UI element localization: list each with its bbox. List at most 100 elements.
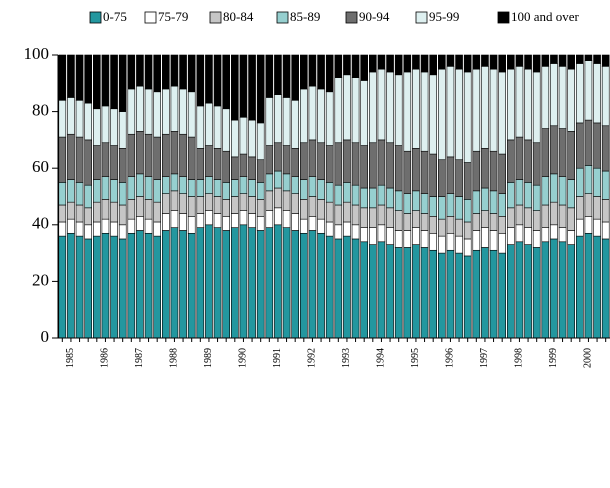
bar-segment xyxy=(67,201,75,220)
bar-segment xyxy=(213,179,222,197)
bar-segment xyxy=(420,213,429,231)
bar-segment xyxy=(110,201,118,223)
bar-segment xyxy=(256,199,265,217)
bar-segment xyxy=(144,199,153,220)
bar-segment xyxy=(118,238,127,339)
bar-segment xyxy=(429,196,437,217)
bar-segment xyxy=(101,54,110,107)
bar-segment xyxy=(153,54,162,93)
bar-segment xyxy=(437,54,446,70)
bar-segment xyxy=(75,221,84,237)
legend-swatch xyxy=(89,11,102,24)
x-tick-label: 1997 xyxy=(479,348,490,368)
bar-segment xyxy=(601,170,610,200)
bar-segment xyxy=(308,230,317,339)
bar-segment xyxy=(317,142,325,180)
bar-segment xyxy=(412,68,420,149)
bar-segment xyxy=(593,235,601,339)
bar-segment xyxy=(213,227,222,339)
bar-segment xyxy=(118,204,127,226)
bar-segment xyxy=(489,230,498,251)
bar-segment xyxy=(179,213,187,231)
bar-segment xyxy=(187,136,196,180)
bar-segment xyxy=(532,184,541,211)
bar-segment xyxy=(541,66,550,129)
bar-segment xyxy=(291,230,299,339)
bar-segment xyxy=(472,54,481,70)
bar-segment xyxy=(343,201,351,223)
bar-segment xyxy=(446,232,455,251)
bar-segment xyxy=(420,230,429,248)
bar-segment xyxy=(75,182,84,206)
bar-segment xyxy=(170,190,179,211)
legend-label: 80-84 xyxy=(223,9,254,24)
bar-segment xyxy=(368,207,377,228)
bar-segment xyxy=(282,227,291,339)
bar-segment xyxy=(472,190,481,214)
bar-segment xyxy=(506,68,515,141)
bar-segment xyxy=(144,133,153,177)
bar-segment xyxy=(256,230,265,339)
bar-segment xyxy=(101,142,110,177)
bar-segment xyxy=(575,167,584,197)
bar-segment xyxy=(231,156,239,180)
bar-segment xyxy=(58,235,67,339)
bar-segment xyxy=(58,182,67,206)
bar-segment xyxy=(299,142,308,180)
bar-segment xyxy=(205,102,213,146)
bar-segment xyxy=(179,230,187,339)
bar-segment xyxy=(437,159,446,197)
bar-segment xyxy=(248,179,256,197)
bar-segment xyxy=(584,165,593,194)
x-tick-label: 1995 xyxy=(410,348,421,368)
bar-segment xyxy=(144,176,153,200)
bar-segment xyxy=(368,71,377,144)
bar-segment xyxy=(308,176,317,197)
bar-segment xyxy=(101,232,110,339)
bar-segment xyxy=(110,145,118,180)
bar-segment xyxy=(231,227,239,339)
bar-segment xyxy=(248,54,256,121)
bar-segment xyxy=(153,179,162,203)
bar-segment xyxy=(231,213,239,228)
bar-segment xyxy=(584,119,593,166)
bar-segment xyxy=(162,213,170,231)
bar-segment xyxy=(213,105,222,149)
bar-segment xyxy=(299,88,308,144)
bar-segment xyxy=(360,207,368,228)
bar-segment xyxy=(153,91,162,138)
bar-segment xyxy=(222,54,231,110)
bar-segment xyxy=(575,54,584,64)
bar-segment xyxy=(412,210,420,228)
bar-segment xyxy=(351,238,360,339)
bar-segment xyxy=(368,227,377,245)
bar-segment xyxy=(274,94,282,144)
bar-segment xyxy=(420,150,429,194)
bar-segment xyxy=(558,176,567,206)
bar-segment xyxy=(84,54,93,104)
bar-segment xyxy=(84,184,93,209)
y-tick-label: 20 xyxy=(32,270,49,289)
bar-segment xyxy=(274,207,282,226)
bar-segment xyxy=(558,54,567,67)
bar-segment xyxy=(179,133,187,177)
legend-swatch xyxy=(345,11,358,24)
bar-segment xyxy=(593,122,601,169)
bar-segment xyxy=(239,176,248,194)
x-tick-label: 1990 xyxy=(238,348,249,368)
bar-segment xyxy=(282,210,291,228)
legend-swatch xyxy=(415,11,428,24)
bar-segment xyxy=(360,54,368,81)
bar-segment xyxy=(550,201,558,226)
bar-segment xyxy=(481,66,489,149)
x-tick-label: 1986 xyxy=(100,348,111,368)
bar-segment xyxy=(205,193,213,211)
bar-segment xyxy=(317,199,325,220)
bar-segment xyxy=(334,184,343,206)
bar-segment xyxy=(558,66,567,129)
bar-segment xyxy=(377,68,386,141)
bar-segment xyxy=(325,91,334,146)
legend-swatch xyxy=(144,11,157,24)
bar-segment xyxy=(446,216,455,234)
